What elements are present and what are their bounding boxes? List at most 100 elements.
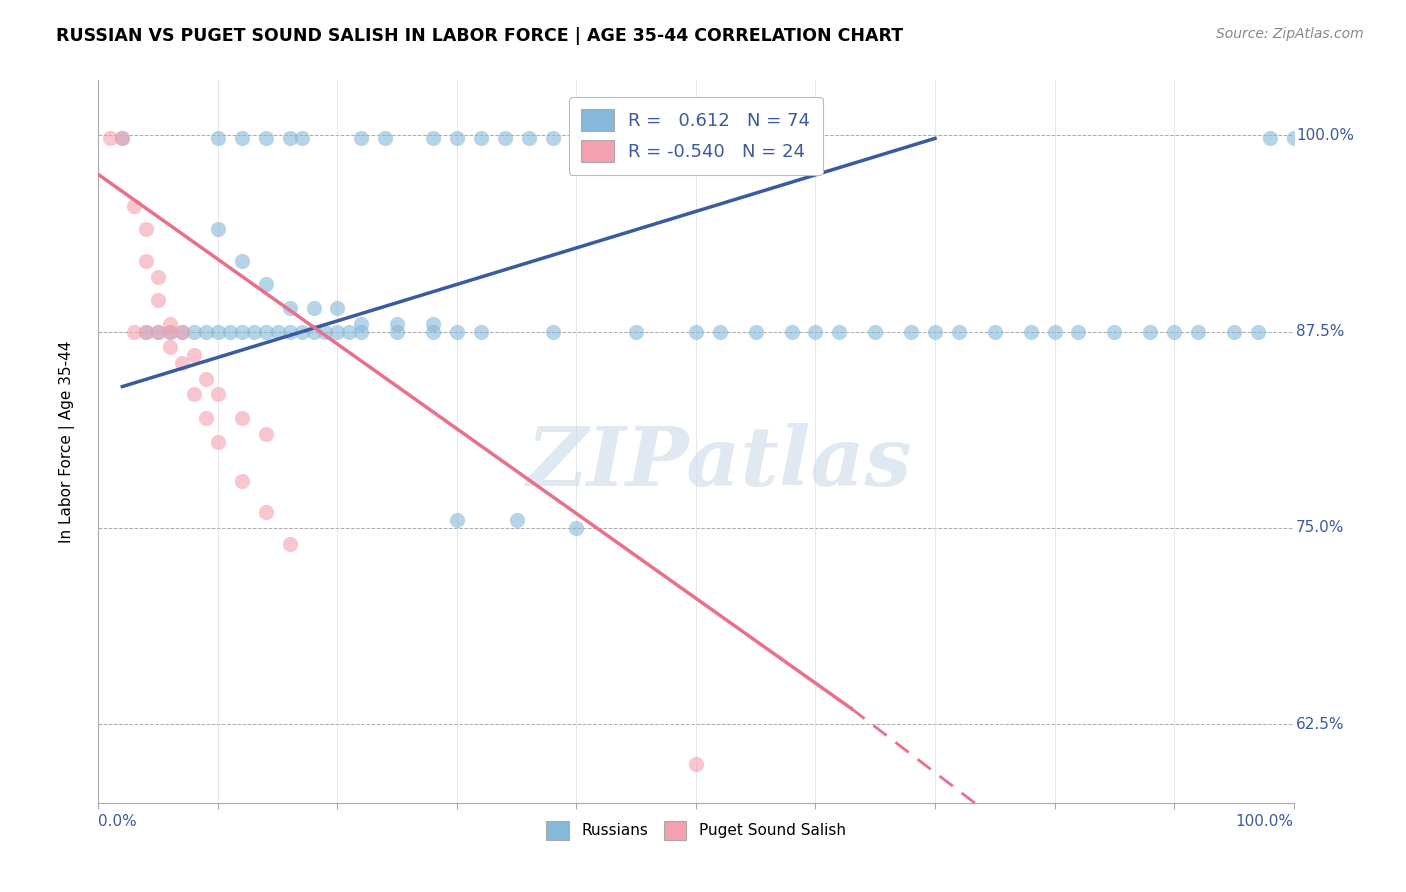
Point bbox=[135, 222, 157, 236]
Point bbox=[326, 301, 349, 315]
Point bbox=[374, 131, 396, 145]
Point bbox=[1223, 325, 1246, 339]
Point bbox=[385, 325, 409, 339]
Point bbox=[613, 131, 636, 145]
Point bbox=[183, 387, 205, 401]
Point bbox=[1163, 325, 1185, 339]
Point bbox=[1104, 325, 1126, 339]
Point bbox=[446, 131, 468, 145]
Point bbox=[159, 340, 181, 354]
Point bbox=[780, 325, 803, 339]
Point bbox=[709, 325, 731, 339]
Point bbox=[385, 317, 409, 331]
Point bbox=[745, 325, 768, 339]
Point bbox=[231, 253, 253, 268]
Y-axis label: In Labor Force | Age 35-44: In Labor Force | Age 35-44 bbox=[59, 341, 75, 542]
Point bbox=[1247, 325, 1270, 339]
Point bbox=[494, 131, 516, 145]
Point bbox=[589, 131, 612, 145]
Point bbox=[685, 325, 707, 339]
Point bbox=[207, 131, 229, 145]
Point bbox=[1187, 325, 1209, 339]
Text: Source: ZipAtlas.com: Source: ZipAtlas.com bbox=[1216, 27, 1364, 41]
Point bbox=[339, 325, 361, 339]
Point bbox=[446, 325, 468, 339]
Text: 0.0%: 0.0% bbox=[98, 814, 138, 829]
Point bbox=[135, 253, 157, 268]
Text: 100.0%: 100.0% bbox=[1236, 814, 1294, 829]
Point bbox=[111, 131, 134, 145]
Point bbox=[278, 301, 301, 315]
Point bbox=[1043, 325, 1066, 339]
Point bbox=[111, 131, 134, 145]
Point bbox=[254, 505, 277, 519]
Point bbox=[350, 131, 373, 145]
Point bbox=[302, 301, 325, 315]
Point bbox=[865, 325, 887, 339]
Point bbox=[278, 325, 301, 339]
Point bbox=[470, 325, 492, 339]
Point bbox=[254, 426, 277, 441]
Point bbox=[195, 325, 218, 339]
Point bbox=[1067, 325, 1090, 339]
Point bbox=[183, 325, 205, 339]
Point bbox=[541, 325, 564, 339]
Text: 100.0%: 100.0% bbox=[1296, 128, 1354, 143]
Point bbox=[804, 325, 827, 339]
Point bbox=[422, 325, 444, 339]
Point bbox=[422, 317, 444, 331]
Point bbox=[148, 269, 170, 284]
Point bbox=[517, 131, 540, 145]
Point bbox=[148, 293, 170, 308]
Point bbox=[350, 325, 373, 339]
Point bbox=[315, 325, 337, 339]
Point bbox=[254, 277, 277, 292]
Point bbox=[278, 131, 301, 145]
Point bbox=[207, 222, 229, 236]
Point bbox=[470, 131, 492, 145]
Point bbox=[231, 131, 253, 145]
Text: RUSSIAN VS PUGET SOUND SALISH IN LABOR FORCE | AGE 35-44 CORRELATION CHART: RUSSIAN VS PUGET SOUND SALISH IN LABOR F… bbox=[56, 27, 904, 45]
Point bbox=[195, 411, 218, 425]
Point bbox=[1139, 325, 1161, 339]
Point bbox=[350, 317, 373, 331]
Point bbox=[828, 325, 851, 339]
Point bbox=[565, 521, 588, 535]
Text: 62.5%: 62.5% bbox=[1296, 717, 1344, 731]
Point bbox=[637, 131, 659, 145]
Point bbox=[183, 348, 205, 362]
Point bbox=[219, 325, 242, 339]
Point bbox=[302, 325, 325, 339]
Point bbox=[1019, 325, 1042, 339]
Point bbox=[231, 325, 253, 339]
Legend: Russians, Puget Sound Salish: Russians, Puget Sound Salish bbox=[540, 815, 852, 846]
Point bbox=[254, 131, 277, 145]
Point bbox=[135, 325, 157, 339]
Point bbox=[422, 131, 444, 145]
Point bbox=[207, 434, 229, 449]
Point bbox=[924, 325, 946, 339]
Point bbox=[291, 131, 314, 145]
Point bbox=[124, 199, 146, 213]
Point bbox=[207, 325, 229, 339]
Point bbox=[506, 513, 529, 527]
Text: ZIPatlas: ZIPatlas bbox=[527, 423, 912, 503]
Point bbox=[984, 325, 1007, 339]
Point bbox=[900, 325, 922, 339]
Point bbox=[685, 756, 707, 771]
Point bbox=[326, 325, 349, 339]
Point bbox=[626, 325, 648, 339]
Text: 75.0%: 75.0% bbox=[1296, 520, 1344, 535]
Point bbox=[1258, 131, 1281, 145]
Text: 87.5%: 87.5% bbox=[1296, 324, 1344, 339]
Point bbox=[231, 411, 253, 425]
Point bbox=[948, 325, 970, 339]
Point bbox=[278, 536, 301, 550]
Point bbox=[172, 325, 194, 339]
Point bbox=[446, 513, 468, 527]
Point bbox=[195, 372, 218, 386]
Point bbox=[291, 325, 314, 339]
Point bbox=[172, 356, 194, 370]
Point bbox=[207, 387, 229, 401]
Point bbox=[172, 325, 194, 339]
